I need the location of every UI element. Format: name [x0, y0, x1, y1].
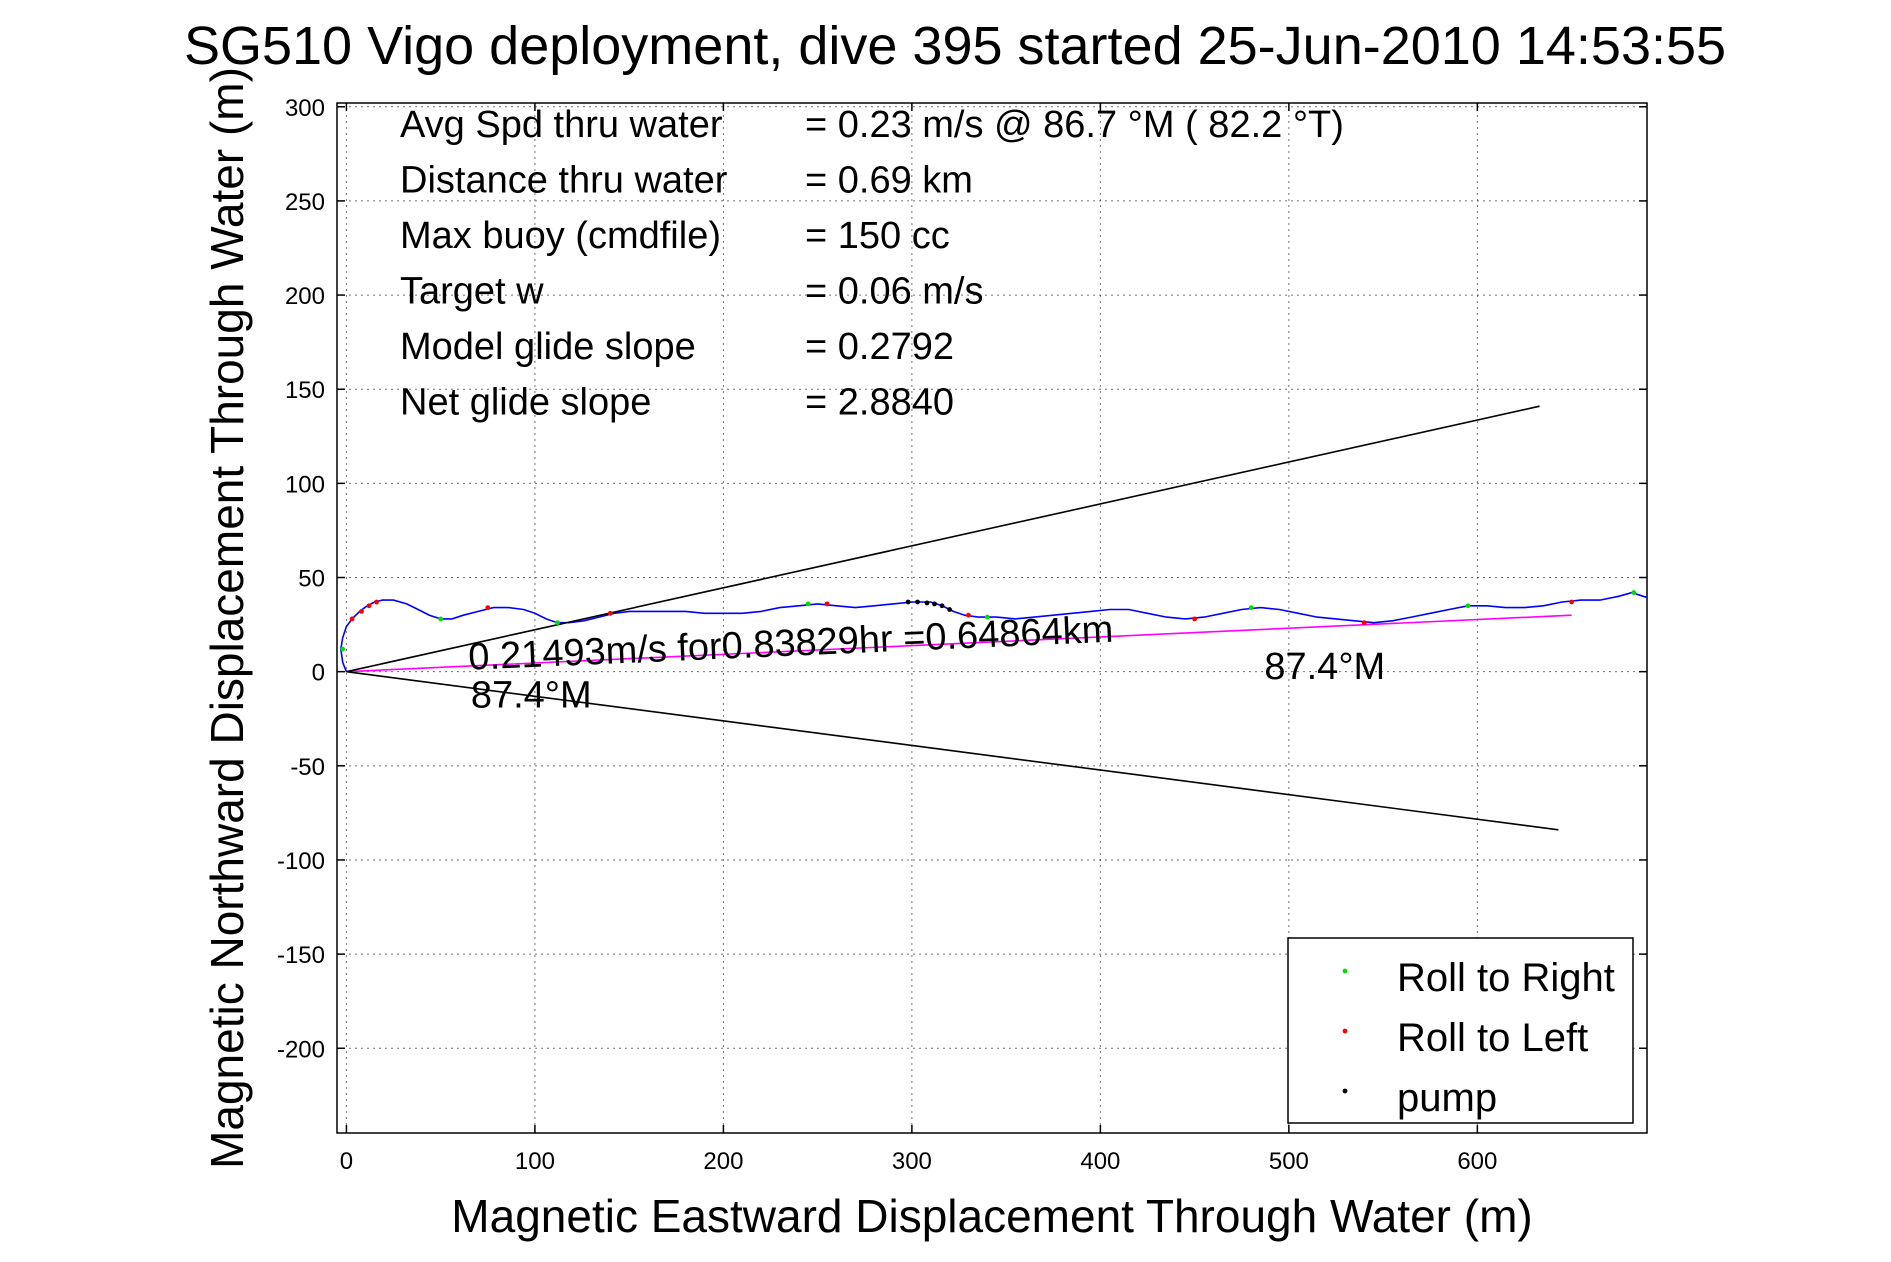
stat-value: = 150 cc [805, 215, 950, 257]
legend-roll-to-right-swatch [1342, 968, 1348, 974]
marker-layer [340, 590, 1637, 652]
roll-to-right-marker [984, 614, 990, 620]
pump-marker [939, 603, 945, 609]
stat-value: = 0.69 km [805, 160, 973, 202]
stats-block: Avg Spd thru water = 0.23 m/s @ 86.7 °M (… [400, 104, 1344, 424]
y-axis-label: Magnetic Northward Displacement Through … [201, 67, 253, 1169]
x-tick-label: 200 [703, 1148, 743, 1175]
roll-to-left-marker [1569, 599, 1575, 605]
y-tick-label: -200 [277, 1036, 325, 1063]
legend-pump-label: pump [1397, 1076, 1497, 1120]
y-tick-label: 200 [285, 283, 325, 310]
x-tick-label: 300 [892, 1148, 932, 1175]
roll-to-left-marker [607, 610, 613, 616]
stat-label: Net glide slope [400, 382, 651, 424]
pump-marker [924, 600, 930, 606]
y-tick-label: 300 [285, 95, 325, 122]
roll-to-left-marker [485, 605, 491, 611]
roll-to-left-marker [374, 599, 379, 605]
stat-label: Max buoy (cmdfile) [400, 215, 721, 257]
axis-ticks: 0 100 200 300 400 500 600300250200150100500-50… [277, 95, 1647, 1175]
stat-value: = 0.2792 [805, 326, 954, 368]
y-tick-label: 50 [298, 566, 325, 593]
stat-value: = 0.06 m/s [805, 271, 983, 313]
roll-to-right-marker [1465, 603, 1471, 609]
roll-to-left-marker [349, 616, 355, 622]
legend-pump-swatch [1342, 1088, 1348, 1094]
y-tick-label: -50 [290, 754, 325, 781]
x-tick-label: 500 [1269, 1148, 1309, 1175]
chart-title: SG510 Vigo deployment, dive 395 started … [184, 16, 1726, 76]
y-tick-label: 250 [285, 189, 325, 216]
roll-to-left-marker [1192, 616, 1198, 622]
legend: Roll to Right Roll to Left pump [1287, 937, 1634, 1124]
legend-roll-to-right-label: Roll to Right [1397, 956, 1615, 1000]
x-tick-label: 100 [515, 1148, 555, 1175]
x-tick-label: 0 [340, 1148, 353, 1175]
pump-marker [932, 601, 937, 607]
x-tick-label: 400 [1080, 1148, 1120, 1175]
stat-value: = 0.23 m/s @ 86.7 °M ( 82.2 °T) [805, 104, 1344, 146]
pump-marker [915, 599, 920, 605]
roll-to-right-marker [438, 616, 444, 622]
y-tick-label: 0 [312, 660, 325, 687]
roll-to-left-marker [359, 609, 364, 614]
roll-to-right-marker [555, 620, 560, 626]
stat-label: Avg Spd thru water [400, 104, 723, 146]
stat-label: Target w [400, 271, 544, 313]
annotation-text: 87.4°M [471, 674, 592, 716]
pump-marker [947, 607, 952, 612]
annotation-text: 87.4°M [1264, 646, 1385, 688]
legend-roll-to-left-swatch [1342, 1028, 1348, 1034]
legend-roll-to-left-label: Roll to Left [1397, 1016, 1588, 1060]
stat-label: Model glide slope [400, 326, 696, 368]
y-tick-label: -100 [277, 848, 325, 875]
lower-bound-line [346, 670, 1559, 831]
upper-bound-line [346, 405, 1540, 673]
roll-to-right-marker [1248, 605, 1254, 611]
stat-label: Distance thru water [400, 160, 728, 202]
y-tick-label: 150 [285, 377, 325, 404]
roll-to-right-marker [1631, 590, 1637, 595]
roll-to-left-marker [366, 603, 372, 609]
roll-to-right-marker [805, 601, 811, 607]
pump-marker [905, 599, 911, 605]
stat-value: = 2.8840 [805, 382, 954, 424]
y-tick-label: -150 [277, 942, 325, 969]
plot-area: 0 100 200 300 400 500 600300250200150100500-50… [277, 95, 1648, 1175]
x-tick-label: 600 [1457, 1148, 1497, 1175]
x-axis-label: Magnetic Eastward Displacement Through W… [451, 1190, 1532, 1242]
roll-to-left-marker [966, 612, 971, 618]
roll-to-right-marker [340, 646, 346, 652]
net-displacement-line [346, 614, 1572, 673]
roll-to-left-marker [1361, 620, 1367, 626]
y-tick-label: 100 [285, 471, 325, 498]
roll-to-left-marker [824, 601, 830, 607]
